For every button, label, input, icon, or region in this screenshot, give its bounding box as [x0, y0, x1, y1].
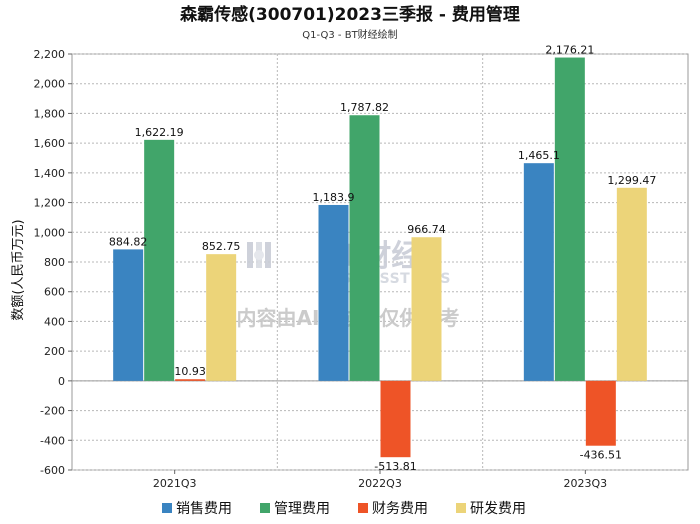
bar-销售费用-2022Q3 — [318, 204, 349, 381]
bar-管理费用-2023Q3 — [554, 57, 585, 381]
bars — [113, 57, 647, 458]
data-label: 884.82 — [109, 235, 148, 248]
y-tick-label: 1,000 — [34, 226, 66, 239]
chart-title: 森霸传感(300701)2023三季报 - 费用管理 — [180, 4, 520, 25]
bar-研发费用-2023Q3 — [616, 187, 647, 381]
y-tick-label: -200 — [40, 405, 65, 418]
data-label: 2,176.21 — [545, 44, 594, 57]
data-labels: 884.82 1,622.19 10.93 852.75 1,183.9 1,787.82… — [109, 44, 656, 474]
x-tick-label: 2022Q3 — [358, 477, 402, 490]
data-label: 1,299.47 — [607, 174, 656, 187]
y-tick-label: 1,800 — [34, 107, 66, 120]
bar-管理费用-2022Q3 — [349, 115, 380, 381]
legend: 销售费用 管理费用 财务费用 研发费用 — [162, 501, 526, 517]
data-label: 966.74 — [407, 223, 446, 236]
y-tick-label: 2,000 — [34, 78, 66, 91]
bar-财务费用-2023Q3 — [585, 380, 616, 446]
legend-label: 管理费用 — [274, 501, 330, 517]
data-label: 1,465.1 — [518, 149, 560, 162]
y-tick-label: 1,600 — [34, 137, 66, 150]
legend-swatch-研发费用 — [456, 503, 466, 513]
legend-swatch-财务费用 — [358, 503, 368, 513]
legend-label: 财务费用 — [372, 501, 428, 517]
legend-swatch-销售费用 — [162, 503, 172, 513]
bar-销售费用-2023Q3 — [523, 163, 554, 381]
bar-研发费用-2022Q3 — [411, 237, 442, 381]
y-tick-label: 0 — [58, 375, 65, 388]
watermark-logo-icon — [247, 242, 271, 268]
chart-subtitle: Q1-Q3 - BT财经绘制 — [302, 28, 397, 41]
bar-研发费用-2021Q3 — [206, 254, 237, 381]
y-tick-label: 800 — [44, 256, 65, 269]
bar-财务费用-2022Q3 — [380, 380, 411, 458]
data-label: 1,787.82 — [340, 101, 389, 114]
y-tick-label: -600 — [40, 464, 65, 477]
x-tick-label: 2021Q3 — [153, 477, 197, 490]
legend-label: 研发费用 — [470, 501, 526, 517]
data-label: -513.81 — [374, 460, 416, 473]
data-label: 1,622.19 — [135, 126, 184, 139]
y-tick-label: 1,200 — [34, 197, 66, 210]
data-label: 1,183.9 — [313, 191, 355, 204]
data-label: 10.93 — [174, 365, 206, 378]
x-axis: 2021Q3 2022Q3 2023Q3 — [153, 470, 607, 490]
y-tick-label: 1,400 — [34, 167, 66, 180]
bar-管理费用-2021Q3 — [144, 139, 175, 381]
y-tick-label: 600 — [44, 286, 65, 299]
x-tick-label: 2023Q3 — [564, 477, 608, 490]
legend-label: 销售费用 — [176, 501, 232, 517]
y-axis: -600 -400 -200 0 200 400 600 800 1,000 1,200 1,400… — [34, 48, 72, 477]
bar-销售费用-2021Q3 — [113, 249, 144, 381]
y-tick-label: 200 — [44, 345, 65, 358]
y-axis-label: 数额(人民币万元) — [11, 219, 26, 320]
y-tick-label: 2,200 — [34, 48, 66, 61]
bar-财务费用-2021Q3 — [175, 379, 206, 381]
legend-swatch-管理费用 — [260, 503, 270, 513]
grid — [71, 53, 689, 471]
data-label: -436.51 — [580, 449, 622, 462]
data-label: 852.75 — [202, 240, 241, 253]
y-tick-label: 400 — [44, 315, 65, 328]
y-tick-label: -400 — [40, 434, 65, 447]
